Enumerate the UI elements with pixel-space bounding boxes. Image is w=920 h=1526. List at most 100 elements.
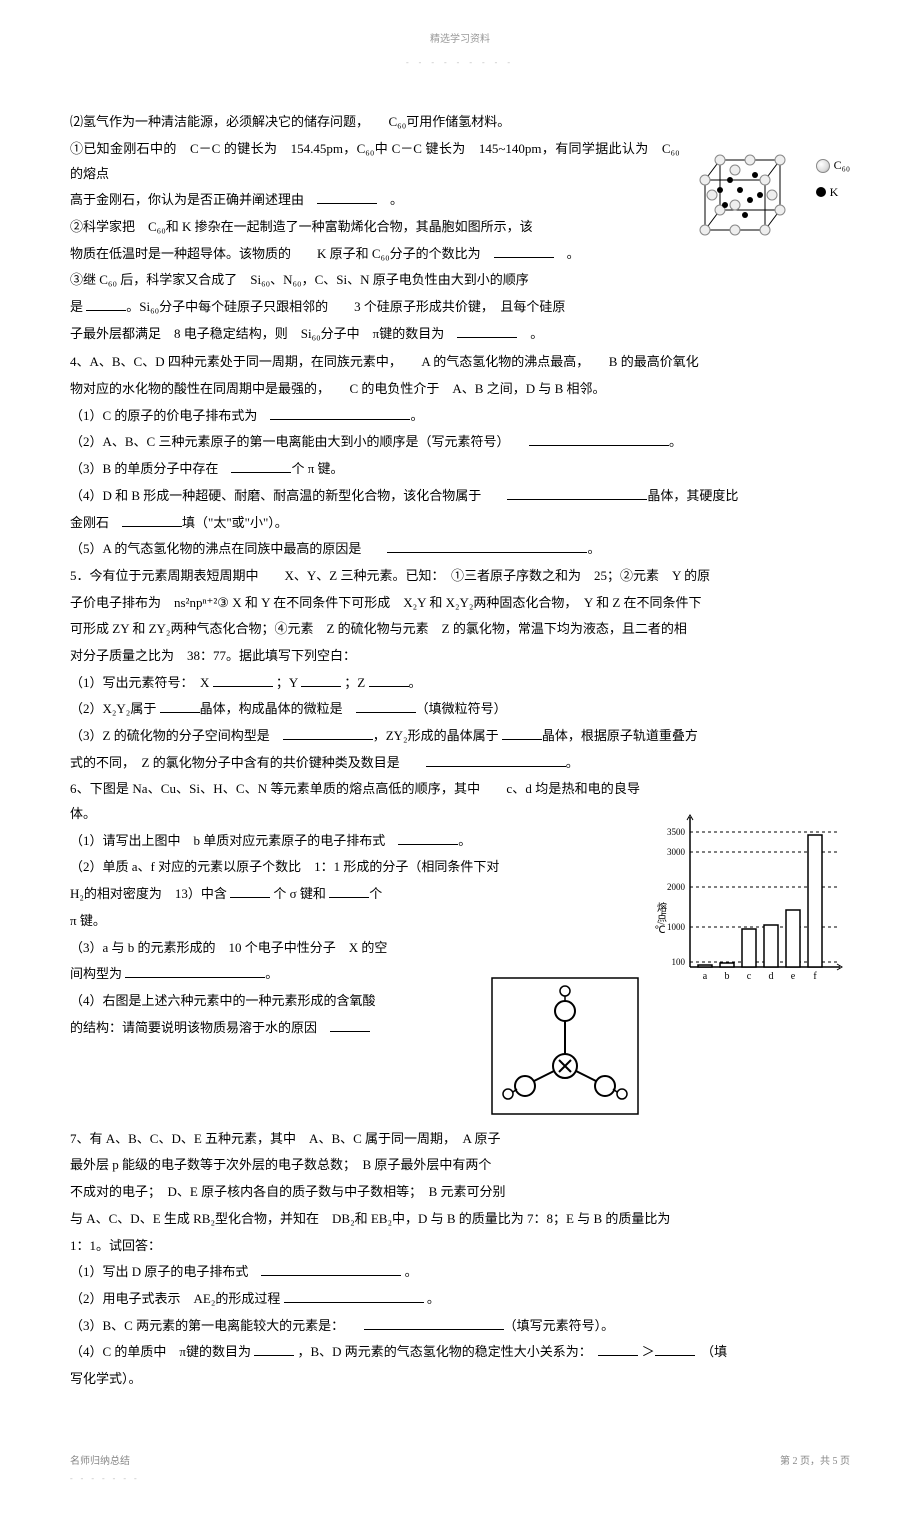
svg-text:2000: 2000	[667, 882, 686, 892]
q4-s5: （5）A 的气态氢化物的沸点在同族中最高的原因是	[70, 541, 361, 556]
blank	[231, 459, 291, 473]
q7-l3: 不成对的电子； D、E 原子核内各自的质子数与中子数相等； B 元素可分别	[70, 1180, 850, 1205]
blank	[86, 297, 126, 311]
blank	[213, 673, 273, 687]
q2-intro: ⑵氢气作为一种清洁能源，必须解决它的储存问题， C₆₀可用作储氢材料。	[70, 110, 850, 135]
q6-s4b: 的结构：请简要说明该物质易溶于水的原因	[70, 1020, 317, 1035]
footer-left-dots: - - - - - - -	[70, 1471, 140, 1486]
blank	[125, 964, 265, 978]
blank	[301, 673, 341, 687]
page-header-dots: - - - - - - - - -	[70, 55, 850, 70]
q7-s4d: （填	[708, 1344, 728, 1359]
crystal-legend: C₆₀ K	[816, 150, 850, 208]
blank	[398, 831, 458, 845]
q2-2b: 物质在低温时是一种超导体。该物质的 K 原子和 C₆₀分子的个数比为	[70, 246, 481, 261]
q5-s3a: （3）Z 的硫化物的分子空间构型是	[70, 728, 270, 743]
q7-s4c: ＞	[642, 1344, 655, 1359]
q5-s2b: 晶体，构成晶体的微粒是	[200, 701, 343, 716]
footer-left: 名师归纳总结	[70, 1452, 140, 1471]
svg-text:3000: 3000	[667, 847, 686, 857]
svg-text:1000: 1000	[667, 922, 686, 932]
svg-text:熔点/℃: 熔点/℃	[654, 901, 666, 936]
blank	[261, 1262, 401, 1276]
q4-s2: （2）A、B、C 三种元素原子的第一电离能由大到小的顺序是（写元素符号）	[70, 434, 503, 449]
q5-s3d: 式的不同， Z 的氯化物分子中含有的共价键种类及数目是	[70, 755, 400, 770]
q4-l2: 物对应的水化物的酸性在同周期中是最强的， C 的电负性介于 A、B 之间，D 与…	[70, 377, 850, 402]
blank	[122, 513, 182, 527]
q6-s2d: 个	[369, 886, 382, 901]
blank	[270, 406, 410, 420]
q2-3b-b: 。Si₆₀分子中每个硅原子只跟相邻的 3 个硅原子形成共价键， 且每个硅原	[126, 299, 565, 314]
melting-point-chart: 100 1000 2000 3000 3500 熔点/℃ a b c d e f	[650, 807, 850, 996]
q2-3b-a: 是	[70, 299, 83, 314]
q4-s4d: 填（"太"或"小"）。	[182, 515, 288, 530]
crystal-cell-diagram	[690, 150, 810, 250]
blank	[283, 726, 373, 740]
c60-ball-icon	[816, 159, 830, 173]
blank	[502, 726, 542, 740]
blank	[507, 486, 647, 500]
footer-right: 第 2 页，共 5 页	[780, 1452, 850, 1486]
svg-text:c: c	[747, 971, 752, 982]
svg-text:f: f	[813, 971, 817, 982]
q5-s1b: ；Y	[276, 675, 298, 690]
crystal-figure-block: C₆₀ K	[690, 150, 850, 250]
q5-s2c: （填微粒符号）	[416, 701, 507, 716]
q7-l5: 1：1。试回答：	[70, 1234, 850, 1259]
content-body: C₆₀ K ⑵氢气作为一种清洁能源，必须解决它的储存问题， C₆₀可用作储氢材料…	[70, 110, 850, 1391]
blank	[494, 244, 554, 258]
bar-chart-svg: 100 1000 2000 3000 3500 熔点/℃ a b c d e f	[650, 807, 850, 987]
q4-s4a: （4）D 和 B 形成一种超硬、耐磨、耐高温的新型化合物，该化合物属于	[70, 488, 481, 503]
q5-s3b: ，ZY₂形成的晶体属于	[373, 728, 499, 743]
legend-c60: C₆₀	[834, 154, 850, 177]
q7-l4: 与 A、C、D、E 生成 RB₂型化合物，并知在 DB₂和 EB₂中，D 与 B…	[70, 1207, 850, 1232]
blank	[369, 673, 409, 687]
blank	[426, 753, 566, 767]
q7-l1: 7、有 A、B、C、D、E 五种元素，其中 A、B、C 属于同一周期， A 原子	[70, 1127, 850, 1152]
q5-s1a: （1）写出元素符号： X	[70, 675, 209, 690]
blank	[284, 1289, 424, 1303]
svg-text:100: 100	[672, 957, 686, 967]
page-header: 精选学习资料	[70, 30, 850, 49]
blank	[317, 190, 377, 204]
svg-text:a: a	[703, 971, 708, 982]
q7-s4a: （4）C 的单质中 π键的数目为	[70, 1344, 251, 1359]
q7-s4b: ，B、D 两元素的气态氢化物的稳定性大小关系为：	[298, 1344, 586, 1359]
q5-l4: 对分子质量之比为 38：77。据此填写下列空白：	[70, 644, 850, 669]
page-footer: 名师归纳总结 - - - - - - - 第 2 页，共 5 页	[70, 1452, 850, 1486]
q7-s3a: （3）B、C 两元素的第一电离能较大的元素是：	[70, 1318, 338, 1333]
q6-s1: （1）请写出上图中 b 单质对应元素原子的电子排布式	[70, 833, 385, 848]
blank	[329, 884, 369, 898]
q2-3a: ③继 C₆₀ 后，科学家又合成了 Si₆₀、N₆₀，C、Si、N 原子电负性由大…	[70, 268, 850, 293]
blank	[330, 1018, 370, 1032]
q7-s2: （2）用电子式表示 AE₂的形成过程	[70, 1291, 280, 1306]
q4-s1: （1）C 的原子的价电子排布式为	[70, 408, 257, 423]
q7-s3b: （填写元素符号）。	[504, 1318, 615, 1333]
blank	[230, 884, 270, 898]
q5-s2a: （2）X₂Y₂属于	[70, 701, 156, 716]
blank	[160, 699, 200, 713]
k-ball-icon	[816, 187, 826, 197]
blank	[529, 432, 669, 446]
q6-s3b: 间构型为	[70, 966, 122, 981]
blank	[598, 1342, 638, 1356]
blank	[254, 1342, 294, 1356]
q4-s3b: 个 π 键。	[291, 461, 343, 476]
blank	[387, 539, 587, 553]
q4-l1: 4、A、B、C、D 四种元素处于同一周期，在同族元素中， A 的气态氢化物的沸点…	[70, 350, 850, 375]
q6-s2c: 个 σ 键和	[273, 886, 326, 901]
q7-s4e: 写化学式）。	[70, 1367, 850, 1392]
q6-s2b: H₂的相对密度为 13）中含	[70, 886, 227, 901]
q7-s1: （1）写出 D 原子的电子排布式	[70, 1264, 248, 1279]
oxoacid-structure	[490, 976, 640, 1116]
blank	[457, 324, 517, 338]
svg-text:e: e	[791, 971, 796, 982]
q2-3c: 子最外层都满足 8 电子稳定结构，则 Si₆₀分子中 π键的数目为	[70, 326, 444, 341]
q4-s4b: 晶体，其硬度比	[647, 488, 738, 503]
q5-s1c: ；Z	[344, 675, 365, 690]
q4-s3a: （3）B 的单质分子中存在	[70, 461, 218, 476]
q7-l2: 最外层 p 能级的电子数等于次外层的电子数总数； B 原子最外层中有两个	[70, 1153, 850, 1178]
q5-s3c: 晶体，根据原子轨道重叠方	[542, 728, 698, 743]
svg-text:b: b	[725, 971, 730, 982]
blank	[356, 699, 416, 713]
